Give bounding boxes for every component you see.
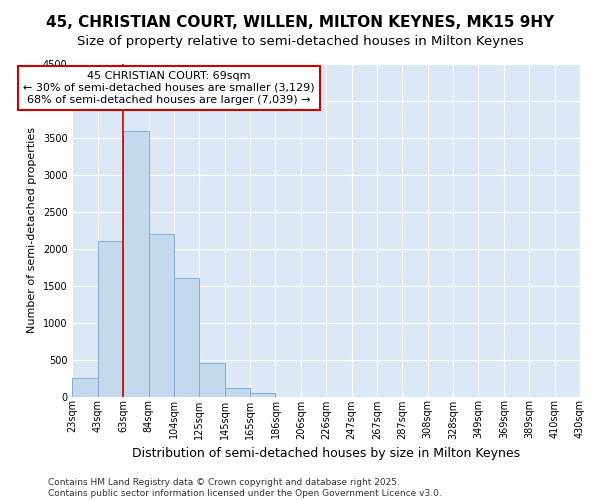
- Bar: [199, 364, 225, 396]
- Bar: [149, 234, 174, 396]
- Text: 45, CHRISTIAN COURT, WILLEN, MILTON KEYNES, MK15 9HY: 45, CHRISTIAN COURT, WILLEN, MILTON KEYN…: [46, 15, 554, 30]
- Bar: [98, 242, 123, 396]
- Bar: [174, 278, 199, 396]
- Text: 45 CHRISTIAN COURT: 69sqm
← 30% of semi-detached houses are smaller (3,129)
68% : 45 CHRISTIAN COURT: 69sqm ← 30% of semi-…: [23, 72, 315, 104]
- Bar: [250, 393, 275, 396]
- Bar: [225, 388, 250, 396]
- Bar: [73, 378, 98, 396]
- Bar: [123, 130, 149, 396]
- Y-axis label: Number of semi-detached properties: Number of semi-detached properties: [27, 128, 37, 334]
- Text: Contains HM Land Registry data © Crown copyright and database right 2025.
Contai: Contains HM Land Registry data © Crown c…: [48, 478, 442, 498]
- X-axis label: Distribution of semi-detached houses by size in Milton Keynes: Distribution of semi-detached houses by …: [132, 447, 520, 460]
- Text: Size of property relative to semi-detached houses in Milton Keynes: Size of property relative to semi-detach…: [77, 35, 523, 48]
